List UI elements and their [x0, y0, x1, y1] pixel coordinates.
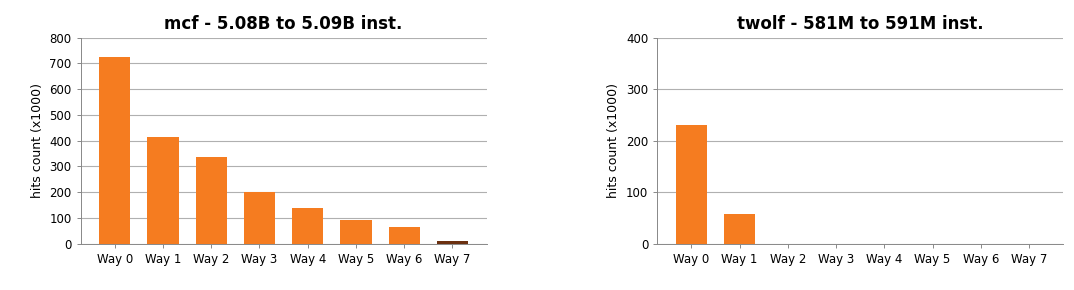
Bar: [340, 220, 372, 244]
Bar: [292, 208, 323, 244]
Y-axis label: hits count (x1000): hits count (x1000): [608, 83, 621, 198]
Bar: [389, 227, 420, 244]
Y-axis label: hits count (x1000): hits count (x1000): [31, 83, 44, 198]
Bar: [244, 192, 275, 244]
Title: twolf - 581M to 591M inst.: twolf - 581M to 591M inst.: [737, 15, 984, 33]
Bar: [676, 125, 707, 244]
Bar: [99, 57, 130, 244]
Bar: [195, 157, 227, 244]
Bar: [724, 214, 755, 244]
Bar: [437, 240, 468, 244]
Bar: [147, 137, 178, 244]
Title: mcf - 5.08B to 5.09B inst.: mcf - 5.08B to 5.09B inst.: [164, 15, 403, 33]
